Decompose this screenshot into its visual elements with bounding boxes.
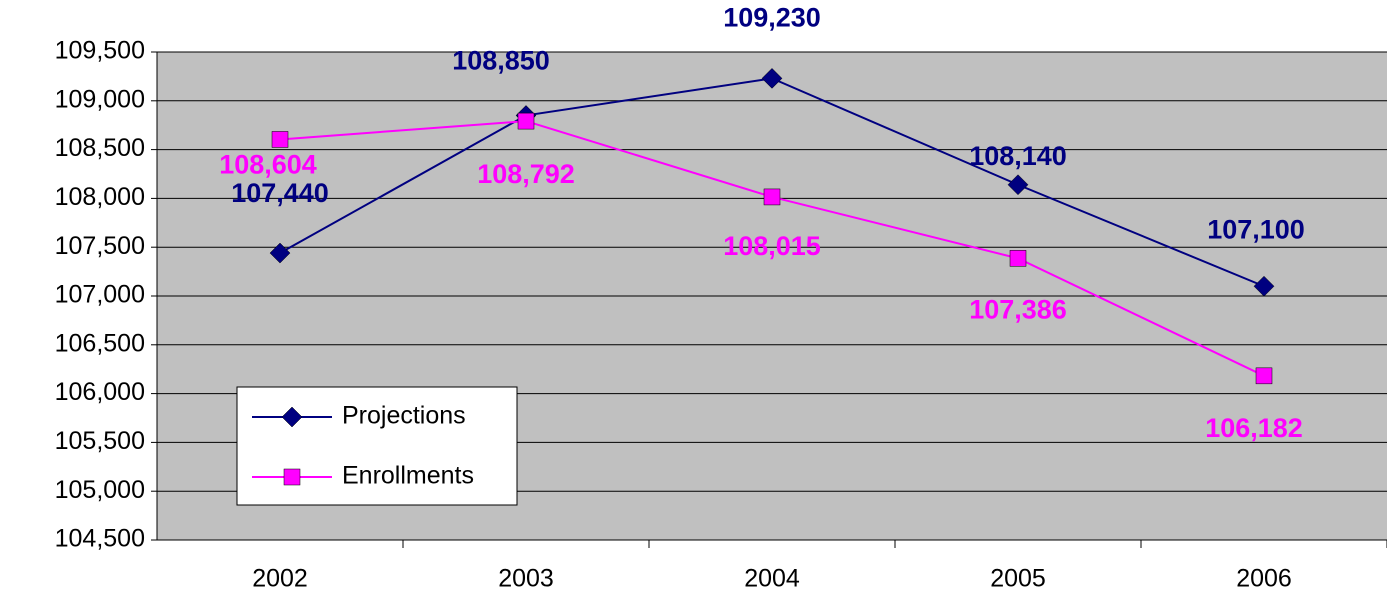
y-tick-label: 108,000 <box>55 183 145 211</box>
y-tick-label: 108,500 <box>55 134 145 162</box>
data-label: 109,230 <box>723 2 821 32</box>
x-tick-label: 2002 <box>252 565 308 593</box>
data-label: 107,440 <box>231 178 329 208</box>
legend-marker <box>281 406 303 428</box>
data-label: 108,140 <box>969 141 1067 171</box>
legend-label: Enrollments <box>342 462 474 490</box>
x-tick-label: 2003 <box>498 565 554 593</box>
y-tick-label: 109,500 <box>55 37 145 65</box>
data-point <box>763 188 781 206</box>
y-tick-label: 107,000 <box>55 281 145 309</box>
legend-box <box>236 386 518 506</box>
data-point <box>517 112 535 130</box>
data-point <box>1253 275 1275 297</box>
y-tick-label: 106,000 <box>55 378 145 406</box>
data-label: 108,792 <box>477 159 575 189</box>
data-label: 108,850 <box>452 46 550 76</box>
data-label: 108,604 <box>219 150 317 180</box>
data-point <box>1255 367 1273 385</box>
x-tick-label: 2006 <box>1236 565 1292 593</box>
data-point <box>1007 174 1029 196</box>
y-tick-label: 105,000 <box>55 476 145 504</box>
data-point <box>271 131 289 148</box>
y-tick-label: 109,000 <box>55 85 145 113</box>
x-tick-label: 2004 <box>744 565 800 593</box>
data-label: 106,182 <box>1205 413 1303 443</box>
data-point <box>269 242 291 264</box>
legend-marker <box>283 468 301 486</box>
legend: Projections Enrollments <box>236 386 518 506</box>
data-point <box>761 67 783 89</box>
data-label: 108,015 <box>723 231 821 261</box>
data-point <box>1009 250 1027 267</box>
data-label: 107,100 <box>1207 214 1305 244</box>
legend-label: Projections <box>342 402 466 430</box>
x-tick-label: 2005 <box>990 565 1046 593</box>
y-tick-label: 105,500 <box>55 427 145 455</box>
y-tick-label: 104,500 <box>55 525 145 553</box>
y-tick-label: 106,500 <box>55 329 145 357</box>
y-tick-label: 107,500 <box>55 232 145 260</box>
data-label: 107,386 <box>969 294 1067 324</box>
